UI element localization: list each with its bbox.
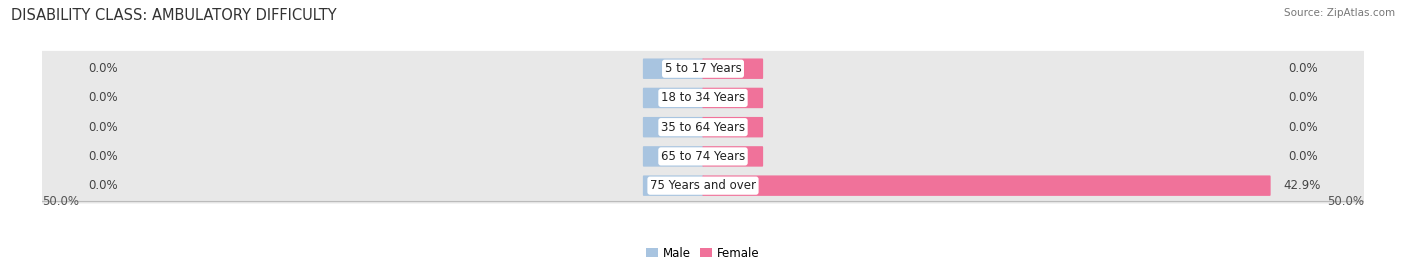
FancyBboxPatch shape <box>643 117 703 137</box>
FancyBboxPatch shape <box>703 88 763 108</box>
FancyBboxPatch shape <box>41 80 1365 116</box>
Text: 0.0%: 0.0% <box>1288 150 1317 163</box>
Text: 50.0%: 50.0% <box>42 195 79 209</box>
Text: 0.0%: 0.0% <box>89 179 118 192</box>
Legend: Male, Female: Male, Female <box>641 242 765 264</box>
Text: Source: ZipAtlas.com: Source: ZipAtlas.com <box>1284 8 1395 18</box>
FancyBboxPatch shape <box>643 58 703 79</box>
Text: 65 to 74 Years: 65 to 74 Years <box>661 150 745 163</box>
Text: 0.0%: 0.0% <box>89 150 118 163</box>
FancyBboxPatch shape <box>703 58 763 79</box>
FancyBboxPatch shape <box>41 168 1365 203</box>
Text: 75 Years and over: 75 Years and over <box>650 179 756 192</box>
FancyBboxPatch shape <box>41 109 1365 145</box>
FancyBboxPatch shape <box>703 176 1271 196</box>
Text: DISABILITY CLASS: AMBULATORY DIFFICULTY: DISABILITY CLASS: AMBULATORY DIFFICULTY <box>11 8 337 23</box>
FancyBboxPatch shape <box>41 51 1365 87</box>
FancyBboxPatch shape <box>643 146 703 167</box>
Text: 5 to 17 Years: 5 to 17 Years <box>665 62 741 75</box>
Text: 42.9%: 42.9% <box>1284 179 1320 192</box>
Text: 18 to 34 Years: 18 to 34 Years <box>661 91 745 105</box>
Text: 0.0%: 0.0% <box>89 121 118 134</box>
Text: 35 to 64 Years: 35 to 64 Years <box>661 121 745 134</box>
Text: 0.0%: 0.0% <box>1288 62 1317 75</box>
FancyBboxPatch shape <box>703 146 763 167</box>
FancyBboxPatch shape <box>643 88 703 108</box>
Text: 0.0%: 0.0% <box>1288 91 1317 105</box>
FancyBboxPatch shape <box>703 117 763 137</box>
Text: 0.0%: 0.0% <box>89 91 118 105</box>
FancyBboxPatch shape <box>41 139 1365 174</box>
Text: 0.0%: 0.0% <box>1288 121 1317 134</box>
Text: 50.0%: 50.0% <box>1327 195 1364 209</box>
Text: 0.0%: 0.0% <box>89 62 118 75</box>
FancyBboxPatch shape <box>643 176 703 196</box>
